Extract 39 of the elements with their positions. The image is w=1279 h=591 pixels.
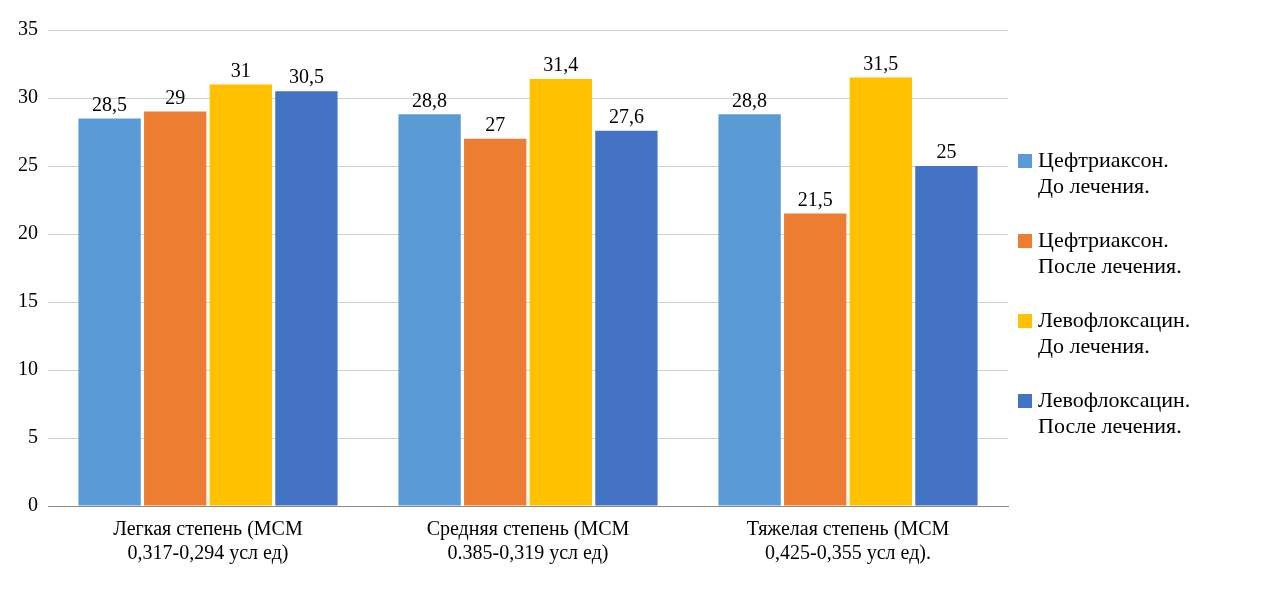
bar: [144, 111, 207, 506]
y-tick-label: 30: [18, 85, 38, 108]
y-tick-label: 0: [28, 493, 38, 516]
legend-label: Левофлоксацин. После лечения.: [1038, 387, 1192, 439]
y-tick-label: 5: [28, 425, 38, 448]
legend-label: Левофлоксацин. До лечения.: [1038, 307, 1192, 359]
data-label: 28,8: [412, 88, 448, 111]
bar: [209, 84, 272, 506]
data-label: 31,4: [543, 53, 579, 76]
y-tick-label: 25: [18, 153, 38, 176]
bar: [529, 78, 592, 506]
y-tick-label: 20: [18, 221, 38, 244]
legend-label: Цефтриаксон. До лечения.: [1038, 147, 1170, 199]
x-tick-label: Тяжелая степень (МСМ 0,425-0,355 усл ед).: [746, 517, 950, 565]
data-label: 30,5: [288, 65, 324, 88]
x-tick-label: Легкая степень (МСМ 0,317-0,294 усл ед): [113, 517, 303, 565]
data-label: 25: [936, 140, 957, 163]
bar: [78, 118, 141, 506]
x-tick-label: Средняя степень (МСМ 0.385-0,319 усл ед): [426, 517, 630, 565]
data-label: 21,5: [797, 187, 833, 210]
bar: [915, 166, 978, 506]
data-label: 28,8: [732, 88, 768, 111]
legend-label: Цефтриаксон. После лечения.: [1038, 227, 1183, 279]
bar: [849, 77, 912, 506]
data-label: 28,5: [92, 92, 128, 115]
y-tick-label: 15: [18, 289, 38, 312]
data-label: 27: [485, 113, 506, 136]
y-tick-label: 10: [18, 357, 38, 380]
bar: [784, 213, 847, 506]
bar: [595, 130, 658, 506]
y-tick-label: 35: [18, 17, 38, 40]
bar: [275, 91, 338, 506]
data-label: 27,6: [608, 104, 644, 127]
bar: [718, 114, 781, 506]
bar: [398, 114, 461, 506]
data-label: 31: [230, 58, 251, 81]
data-label: 29: [165, 85, 186, 108]
data-label: 31,5: [863, 51, 899, 74]
bar: [464, 138, 527, 506]
